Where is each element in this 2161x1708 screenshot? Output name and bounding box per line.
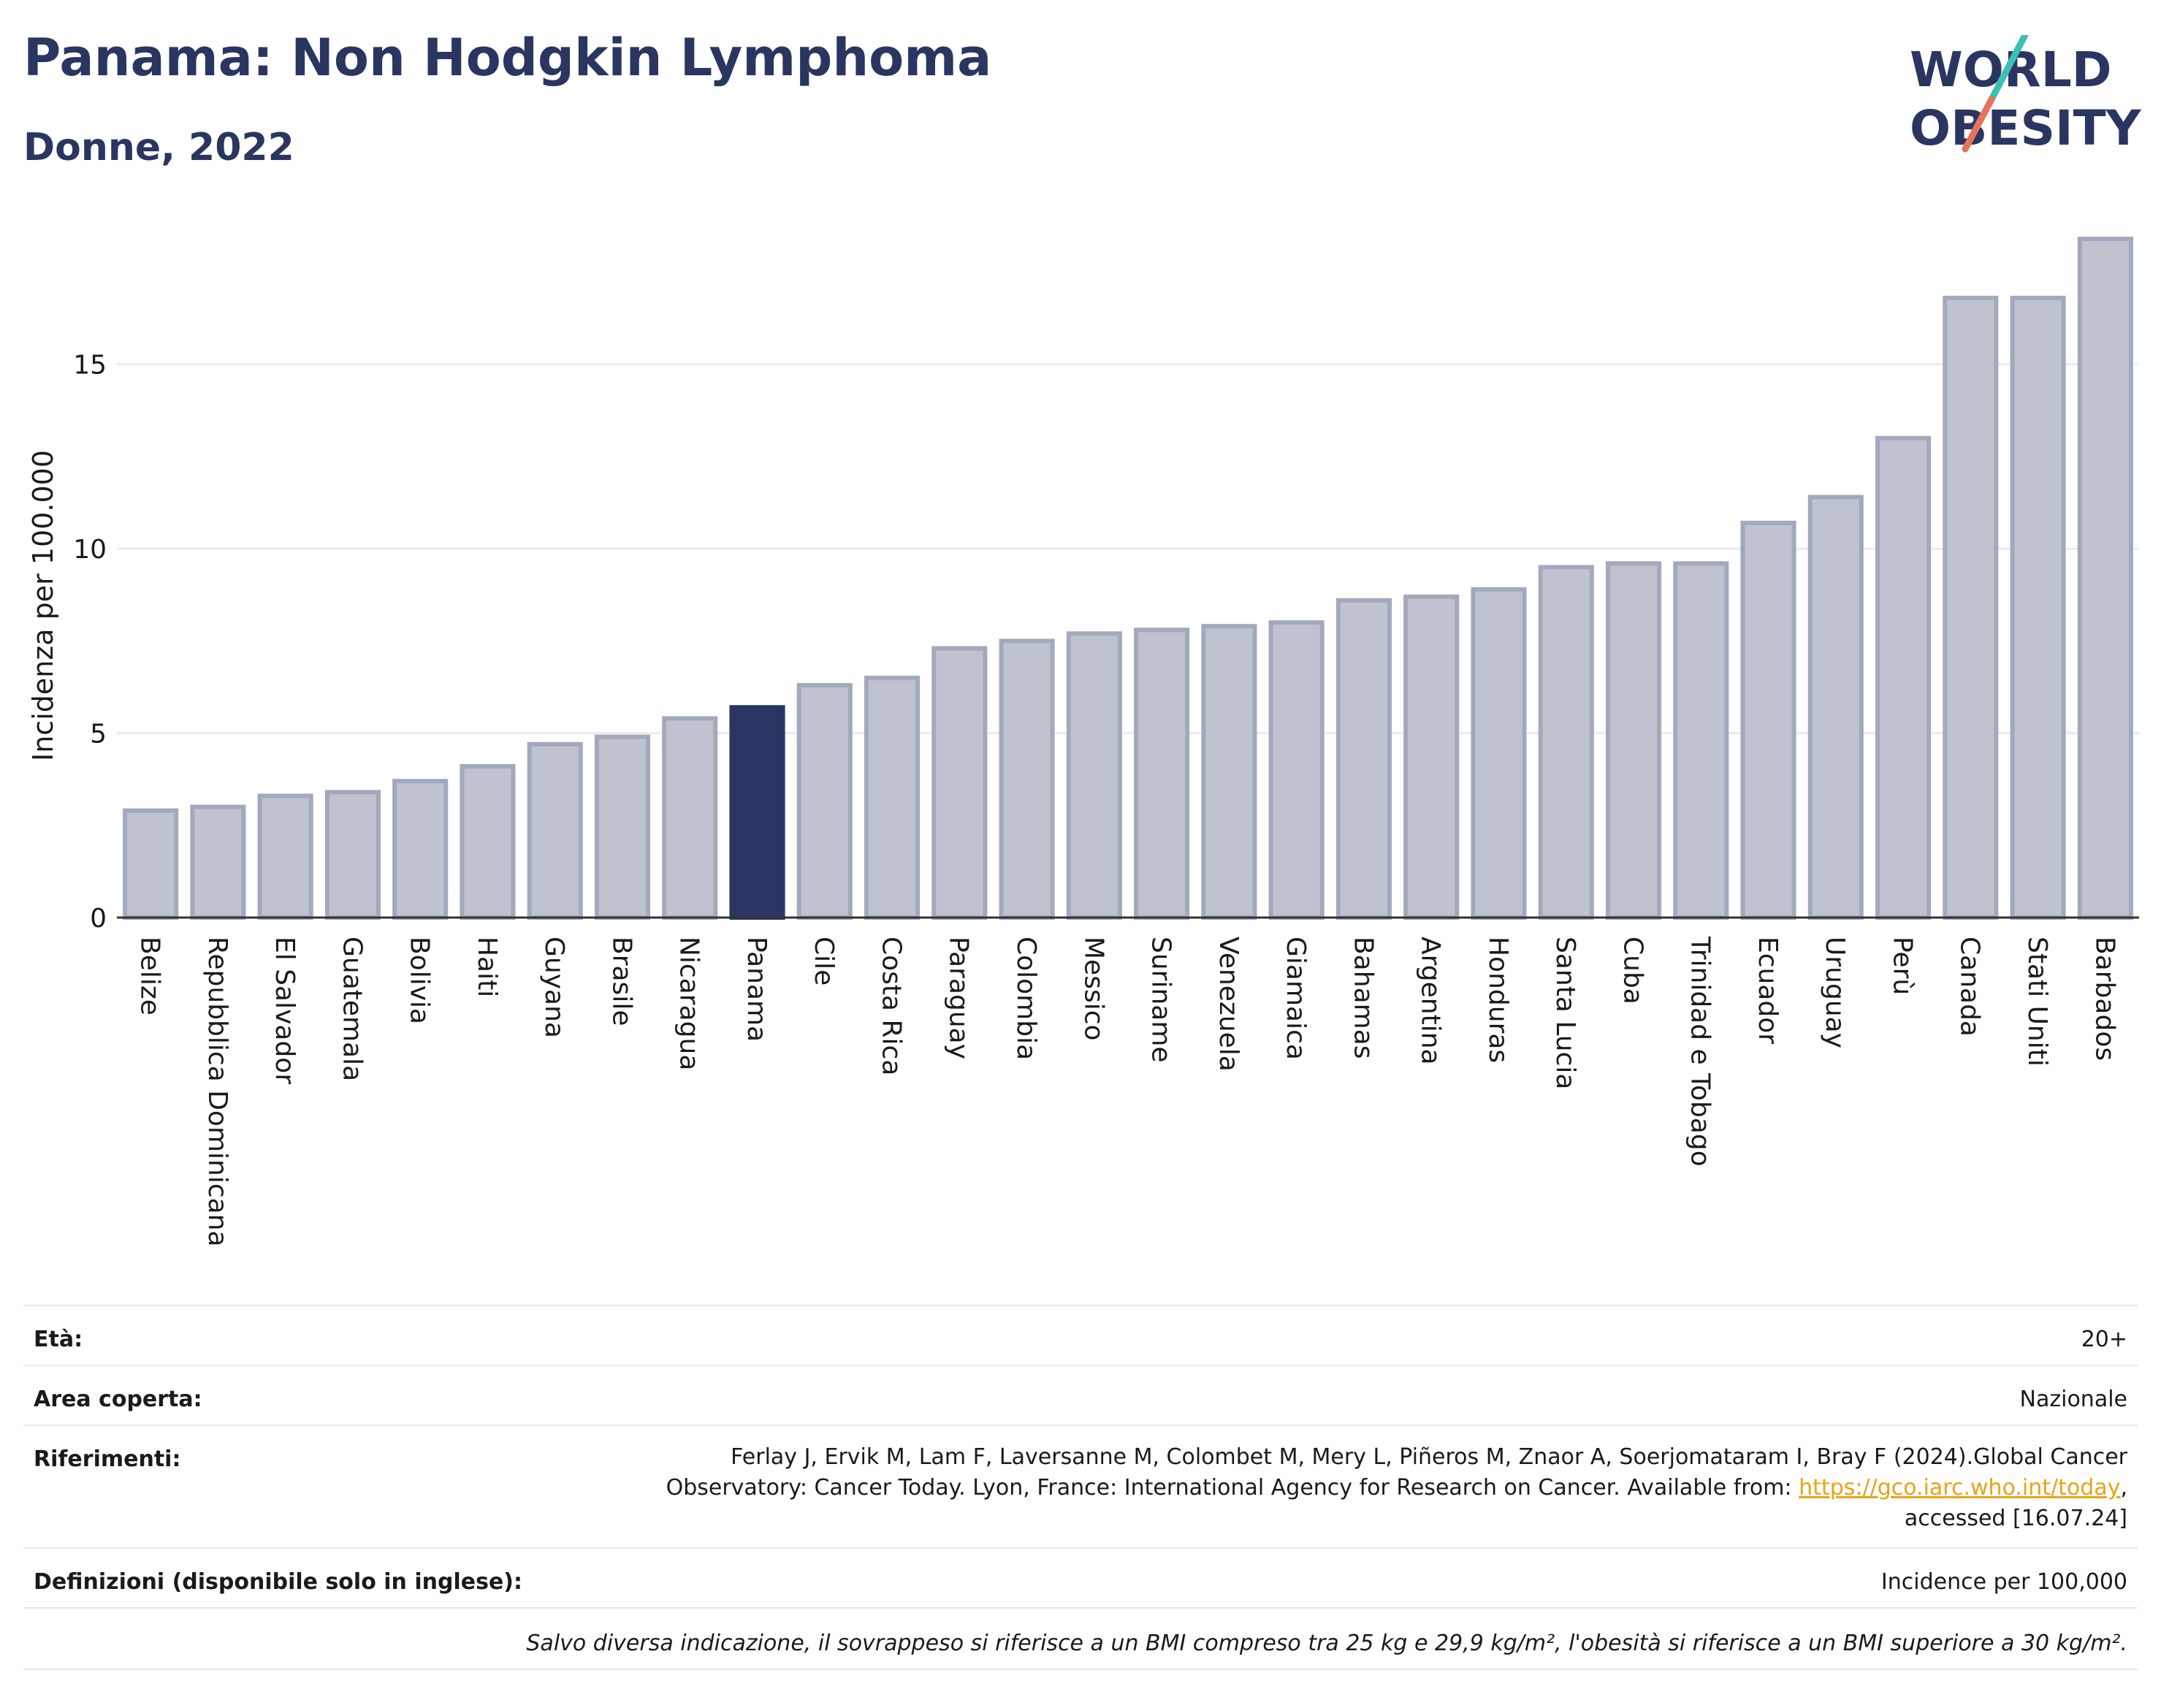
area-label: Area coperta: bbox=[34, 1387, 202, 1412]
logo-slash-teal bbox=[1988, 35, 2029, 103]
logo-text-world: WORLD bbox=[1910, 42, 2112, 98]
x-tick-label: Santa Lucia bbox=[1550, 937, 1580, 1089]
age-label: Età: bbox=[34, 1327, 83, 1352]
area-value: Nazionale bbox=[2019, 1387, 2127, 1412]
definitions-label: Definizioni (disponibile solo in inglese… bbox=[34, 1569, 522, 1595]
bar-santa-lucia bbox=[1538, 565, 1594, 920]
bar-belize bbox=[123, 808, 179, 920]
y-tick-label: 15 bbox=[73, 351, 107, 381]
x-tick-label: Panama bbox=[742, 937, 771, 1042]
bar-argentina bbox=[1403, 594, 1460, 920]
bar-uruguay bbox=[1807, 495, 1864, 920]
definitions-value: Incidence per 100,000 bbox=[1880, 1569, 2127, 1595]
y-tick-labels: 0 5 10 15 bbox=[73, 351, 107, 934]
x-tick-label: Belize bbox=[135, 937, 165, 1015]
age-value: 20+ bbox=[2081, 1327, 2127, 1352]
bar-panama bbox=[729, 705, 785, 920]
references-line-1: Ferlay J, Ervik M, Lam F, Laversanne M, … bbox=[731, 1444, 2127, 1470]
x-tick-label: Trinidad e Tobago bbox=[1685, 936, 1715, 1167]
bar-cile bbox=[796, 682, 853, 920]
bar-repubblica-dominicana bbox=[190, 804, 246, 920]
x-tick-label: Brasile bbox=[606, 937, 636, 1026]
bmi-note: Salvo diversa indicazione, il sovrappeso… bbox=[526, 1631, 2127, 1656]
bar-cuba bbox=[1605, 561, 1662, 920]
bar-messico bbox=[1066, 631, 1122, 920]
bar-guyana bbox=[527, 741, 583, 920]
grid-layer bbox=[117, 363, 2139, 735]
x-tick-label: Suriname bbox=[1146, 937, 1176, 1063]
x-tick-label: Canada bbox=[1955, 937, 1985, 1037]
y-tick-label: 5 bbox=[90, 720, 107, 750]
x-tick-label: Venezuela bbox=[1213, 937, 1243, 1072]
x-tick-label: Giamaica bbox=[1281, 937, 1311, 1060]
x-tick-label: Messico bbox=[1078, 937, 1108, 1041]
bar-paraguay bbox=[931, 646, 988, 920]
x-tick-label: Ecuador bbox=[1753, 937, 1783, 1044]
meta-row-area: Area coperta: Nazionale bbox=[23, 1365, 2138, 1426]
x-tick-label: Repubblica Dominicana bbox=[202, 937, 232, 1247]
bar-bahamas bbox=[1335, 598, 1392, 920]
bar-guatemala bbox=[324, 790, 381, 920]
x-tick-label: Cile bbox=[809, 937, 839, 985]
bar-stati-uniti bbox=[2010, 295, 2066, 920]
logo-slash-coral bbox=[1962, 96, 1995, 153]
x-tick-label: Uruguay bbox=[1820, 937, 1850, 1048]
bar-el-salvador bbox=[257, 793, 313, 920]
bar-giamaica bbox=[1268, 620, 1325, 920]
x-tick-label: Guyana bbox=[539, 937, 569, 1038]
bar-trinidad-e-tobago bbox=[1673, 561, 1729, 920]
logo-text-obesity: OBESITY bbox=[1910, 100, 2142, 156]
page-subtitle: Donne, 2022 bbox=[23, 126, 294, 169]
y-axis-label: Incidenza per 100.000 bbox=[27, 450, 59, 761]
references-label: Riferimenti: bbox=[34, 1446, 181, 1472]
bar-per- bbox=[1875, 435, 1932, 920]
x-tick-label: Cuba bbox=[1617, 937, 1647, 1004]
meta-row-definitions: Definizioni (disponibile solo in inglese… bbox=[23, 1547, 2138, 1609]
bar-layer bbox=[123, 237, 2133, 920]
bar-haiti bbox=[460, 764, 516, 920]
references-line-2b: , bbox=[2120, 1475, 2127, 1501]
references-line-3: accessed [16.07.24] bbox=[1904, 1506, 2127, 1531]
y-tick-label: 0 bbox=[90, 904, 107, 934]
meta-row-age: Età: 20+ bbox=[23, 1305, 2138, 1366]
x-tick-label: Costa Rica bbox=[876, 937, 906, 1075]
x-tick-label: Argentina bbox=[1416, 937, 1446, 1065]
x-tick-label: Perù bbox=[1887, 937, 1917, 995]
bar-barbados bbox=[2077, 237, 2133, 920]
world-obesity-logo: WORLD OBESITY bbox=[1910, 35, 2142, 156]
bar-chart: 0 5 10 15 Belize Repubblica Dominicana El Sal… bbox=[27, 237, 2139, 1247]
references-line-2: Observatory: Cancer Today. Lyon, France:… bbox=[520, 1473, 2127, 1503]
y-tick-label: 10 bbox=[73, 535, 107, 565]
bar-brasile bbox=[594, 734, 651, 920]
bar-canada bbox=[1943, 295, 1999, 920]
meta-row-references: Riferimenti: Ferlay J, Ervik M, Lam F, L… bbox=[23, 1425, 2138, 1549]
bar-venezuela bbox=[1201, 624, 1257, 920]
bar-costa-rica bbox=[864, 675, 921, 920]
meta-row-note: Salvo diversa indicazione, il sovrappeso… bbox=[23, 1607, 2138, 1670]
x-tick-label: Colombia bbox=[1011, 937, 1041, 1060]
x-tick-label: Guatemala bbox=[337, 937, 367, 1081]
bar-bolivia bbox=[392, 779, 449, 920]
x-tick-label: Honduras bbox=[1483, 937, 1513, 1063]
x-tick-label: Paraguay bbox=[944, 937, 974, 1059]
x-tick-label: El Salvador bbox=[270, 937, 300, 1084]
bar-ecuador bbox=[1740, 520, 1796, 920]
bar-nicaragua bbox=[662, 716, 718, 920]
references-link[interactable]: https://gco.iarc.who.int/today bbox=[1799, 1475, 2121, 1501]
references-value: Ferlay J, Ervik M, Lam F, Laversanne M, … bbox=[520, 1442, 2127, 1534]
x-tick-label: Haiti bbox=[472, 937, 502, 997]
x-tick-label: Bolivia bbox=[405, 937, 435, 1024]
x-tick-label: Stati Uniti bbox=[2022, 937, 2052, 1067]
bar-suriname bbox=[1134, 628, 1190, 920]
references-line-2a: Observatory: Cancer Today. Lyon, France:… bbox=[666, 1475, 1799, 1501]
page-title: Panama: Non Hodgkin Lymphoma bbox=[23, 28, 992, 88]
x-tick-labels: Belize Repubblica Dominicana El Salvador Gu… bbox=[135, 936, 2120, 1247]
bar-honduras bbox=[1471, 587, 1527, 920]
x-tick-label: Bahamas bbox=[1348, 937, 1378, 1059]
bar-colombia bbox=[999, 638, 1055, 920]
x-tick-label: Barbados bbox=[2089, 937, 2119, 1061]
x-tick-label: Nicaragua bbox=[674, 937, 704, 1070]
